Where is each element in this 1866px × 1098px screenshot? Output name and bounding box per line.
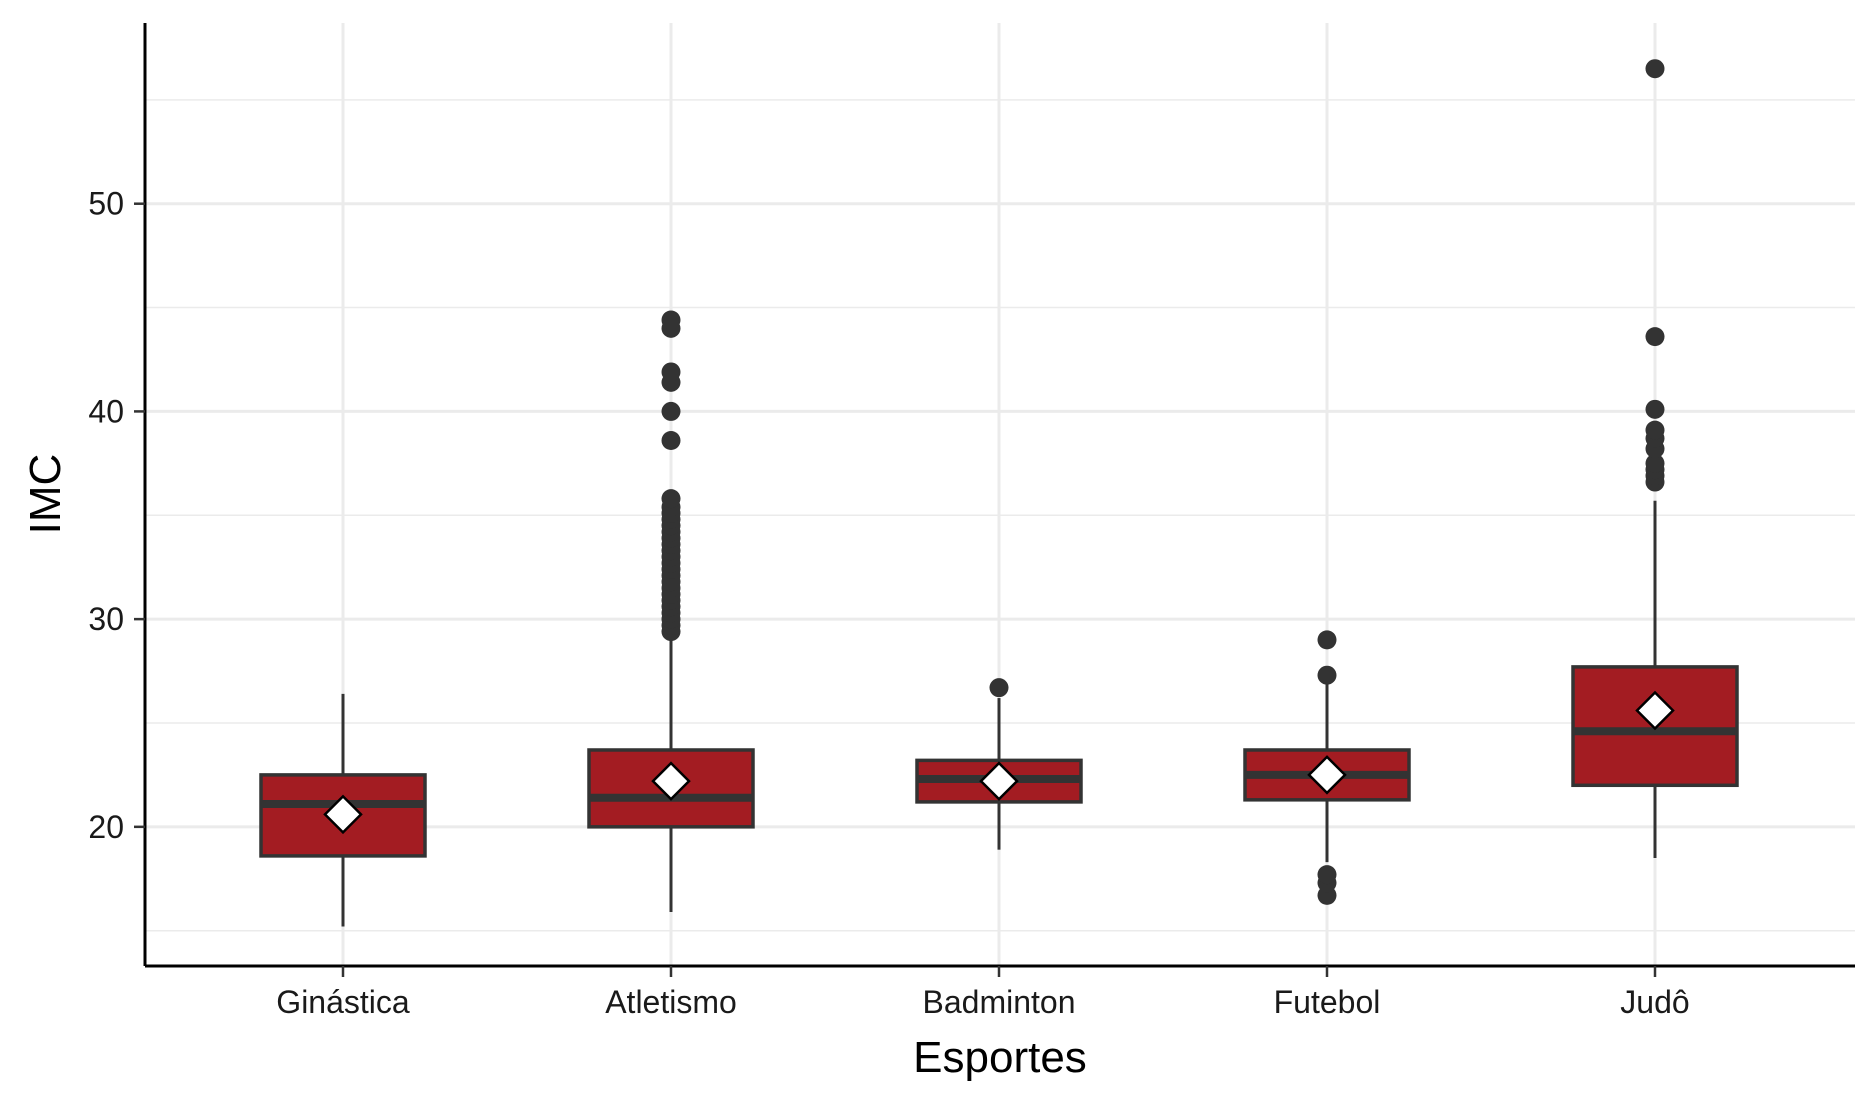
- x-tick-label: Badminton: [923, 984, 1076, 1020]
- y-tick-label: 30: [88, 601, 124, 637]
- mean-marker: [1307, 755, 1347, 795]
- mean-marker: [979, 761, 1019, 801]
- mean-marker: [651, 761, 691, 801]
- outlier-point: [989, 678, 1009, 698]
- y-tick-label: 20: [88, 809, 124, 845]
- outlier-point: [1645, 420, 1665, 440]
- outlier-point: [1645, 399, 1665, 419]
- x-ticks: Ginástica Atletismo Badminton Futebol Judô: [276, 966, 1690, 1020]
- box-group-4: [1243, 630, 1411, 905]
- box-group-1: [259, 693, 427, 927]
- x-tick-label: Atletismo: [605, 984, 737, 1020]
- x-axis-title: Esportes: [913, 1033, 1087, 1082]
- y-axis-title: IMC: [21, 454, 70, 535]
- x-tick-label: Judô: [1620, 984, 1689, 1020]
- x-tick-label: Futebol: [1274, 984, 1381, 1020]
- y-tick-label: 40: [88, 393, 124, 429]
- mean-marker: [323, 794, 363, 835]
- box-group-5: [1571, 59, 1739, 858]
- outlier-point: [1645, 327, 1665, 347]
- y-tick-label: 50: [88, 186, 124, 222]
- boxes: [259, 59, 1739, 927]
- outlier-point: [1645, 59, 1665, 79]
- y-ticks: 20 30 40 50: [88, 186, 145, 845]
- x-tick-label: Ginástica: [276, 984, 410, 1020]
- outlier-point: [1645, 453, 1665, 473]
- outlier-point: [1317, 630, 1337, 650]
- box-group-2: [587, 310, 755, 912]
- outlier-point: [661, 310, 681, 330]
- outlier-point: [661, 401, 681, 421]
- outlier-point: [1317, 865, 1337, 885]
- outlier-point: [661, 430, 681, 450]
- mean-marker: [1635, 690, 1675, 731]
- box-group-3: [915, 678, 1083, 850]
- outlier-point: [661, 489, 681, 509]
- outlier-point: [1317, 665, 1337, 685]
- outlier-point: [661, 362, 681, 382]
